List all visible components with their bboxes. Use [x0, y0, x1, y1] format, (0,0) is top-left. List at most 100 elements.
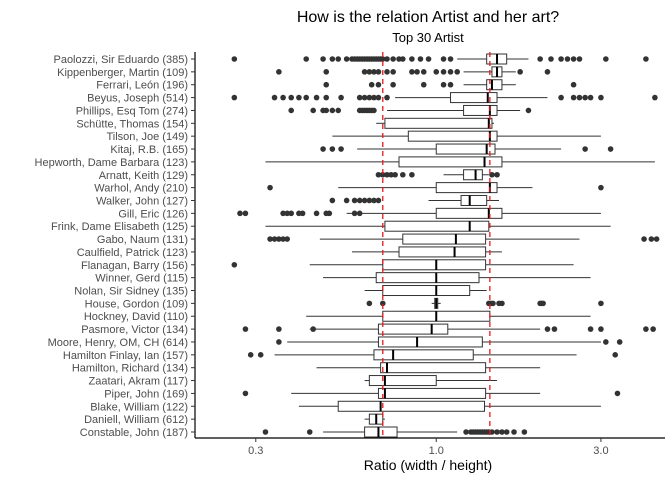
outlier-point	[390, 69, 396, 75]
outlier-point	[356, 94, 363, 101]
outlier-point	[447, 56, 454, 62]
outlier-point	[420, 81, 427, 88]
iqr-box	[460, 194, 488, 206]
outlier-point	[643, 326, 649, 332]
outlier-point	[576, 56, 583, 62]
outlier-point	[361, 69, 368, 75]
outlier-point	[368, 81, 375, 88]
outlier-point	[338, 146, 344, 152]
outlier-point	[375, 69, 382, 75]
outlier-point	[440, 69, 447, 75]
y-tick-label: Pasmore, Victor (134)	[81, 324, 188, 336]
outlier-point	[231, 94, 238, 101]
outlier-point	[499, 300, 505, 307]
iqr-box	[382, 285, 471, 297]
outlier-point	[375, 171, 382, 178]
iqr-box	[402, 233, 487, 245]
y-tick-label: Frink, Dame Elisabeth (125)	[51, 221, 188, 233]
plot-area: 0.3 1.0 3.0 Paolozzi, Sir Eduardo (385)Kipp…	[35, 52, 665, 457]
outlier-point	[356, 210, 363, 217]
outlier-point	[384, 56, 390, 62]
outlier-point	[366, 197, 373, 204]
iqr-box	[398, 246, 487, 258]
outlier-point	[409, 171, 415, 178]
outlier-point	[271, 94, 278, 101]
outlier-point	[276, 339, 282, 345]
y-tick-label: Gabo, Naum (131)	[97, 234, 188, 246]
outlier-point	[417, 56, 424, 62]
outlier-point	[276, 326, 282, 332]
outlier-point	[447, 81, 454, 88]
outlier-point	[276, 236, 282, 242]
iqr-box	[377, 387, 487, 399]
y-tick-label: Kippenberger, Martin (109)	[57, 67, 188, 79]
y-tick-label: Schütte, Thomas (154)	[76, 118, 188, 130]
iqr-box	[373, 349, 474, 361]
y-tick-label: Beyus, Joseph (514)	[87, 93, 188, 105]
outlier-point	[390, 56, 396, 62]
outlier-point	[280, 236, 286, 242]
outlier-point	[537, 56, 543, 62]
outlier-point	[231, 56, 238, 62]
outlier-point	[544, 69, 551, 75]
outlier-point	[280, 94, 286, 101]
outlier-point	[329, 56, 336, 62]
outlier-point	[276, 69, 282, 75]
outlier-point	[366, 300, 373, 307]
outlier-point	[570, 94, 577, 101]
outlier-point	[390, 81, 396, 88]
outlier-point	[351, 210, 358, 217]
iqr-box	[377, 323, 449, 335]
y-tick-label: Blake, William (122)	[90, 401, 188, 413]
outlier-point	[598, 326, 604, 332]
outlier-point	[490, 300, 496, 307]
y-tick-label: Moore, Henry, OM, CH (614)	[48, 337, 188, 349]
outlier-point	[375, 197, 382, 204]
iqr-box	[382, 259, 487, 271]
outlier-point	[603, 56, 609, 62]
outlier-point	[371, 69, 377, 75]
outlier-point	[379, 300, 386, 307]
y-tick-label: Zaatari, Akram (117)	[89, 376, 188, 388]
outlier-point	[521, 429, 528, 435]
outlier-point	[425, 56, 432, 62]
outlier-point	[607, 146, 614, 152]
y-tick-label: Phillips, Esq Tom (274)	[76, 105, 188, 117]
outlier-point	[242, 210, 249, 217]
outlier-point	[650, 326, 656, 332]
iqr-box	[435, 143, 496, 155]
outlier-point	[329, 146, 336, 152]
y-tick-label: Walker, John (127)	[96, 195, 188, 207]
outlier-point	[242, 390, 249, 397]
iqr-box	[398, 156, 503, 168]
x-tick-label: 3.0	[593, 445, 608, 457]
outlier-point	[384, 69, 390, 75]
outlier-point	[296, 94, 302, 101]
iqr-box	[337, 400, 486, 412]
y-tick-label: Flanagan, Barry (156)	[81, 260, 188, 272]
outlier-point	[343, 56, 350, 62]
outlier-point	[420, 69, 427, 75]
outlier-point	[433, 69, 440, 75]
x-axis-title: Ratio (width / height)	[364, 457, 492, 473]
outlier-point	[379, 171, 386, 178]
outlier-point	[540, 300, 546, 307]
iqr-box	[375, 272, 480, 284]
y-tick-label: Hamilton, Richard (134)	[72, 363, 188, 375]
y-tick-label: Hamilton Finlay, Ian (157)	[63, 350, 188, 362]
outlier-point	[463, 429, 469, 435]
outlier-point	[288, 210, 295, 217]
outlier-point	[440, 56, 447, 62]
outlier-point	[653, 236, 660, 242]
y-tick-label: House, Gordon (109)	[85, 298, 188, 310]
y-tick-label: Daniell, William (612)	[84, 414, 188, 426]
outlier-point	[489, 171, 495, 178]
outlier-point	[288, 94, 295, 101]
outlier-point	[598, 94, 604, 101]
iqr-box	[463, 169, 483, 181]
outlier-point	[257, 352, 264, 358]
outlier-point	[267, 184, 273, 191]
y-tick-label: Hockney, David (110)	[84, 311, 188, 323]
outlier-point	[582, 94, 588, 101]
